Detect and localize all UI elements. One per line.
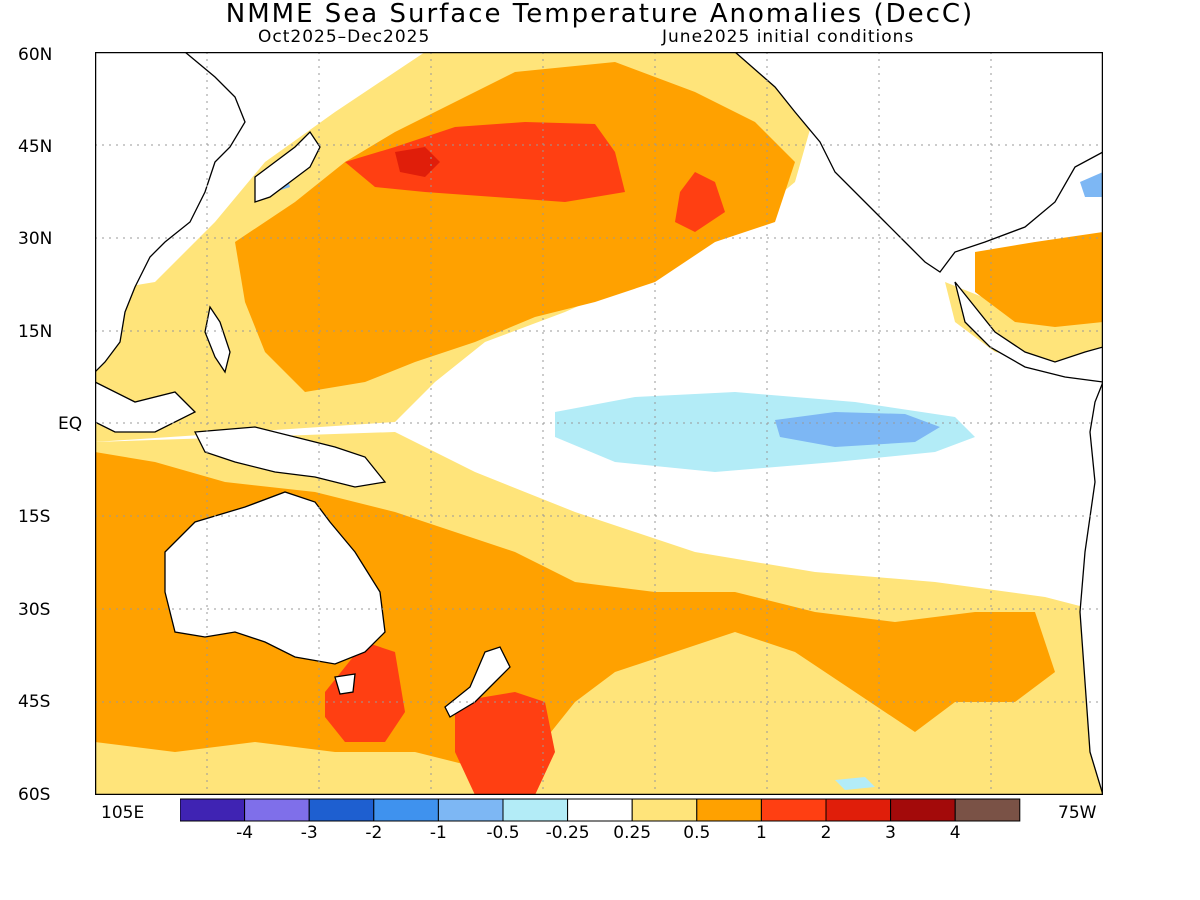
land-masses [95, 52, 1103, 795]
grid-lines [95, 52, 1103, 795]
legend-swatch [244, 798, 310, 822]
legend-label: -3 [300, 823, 318, 843]
legend-label: -1 [429, 823, 447, 843]
new-guinea [193, 426, 387, 488]
australia [164, 491, 386, 665]
legend-label: 1 [755, 823, 767, 843]
legend-label: 3 [885, 823, 897, 843]
legend-label: 4 [949, 823, 961, 843]
legend-swatch [502, 798, 569, 822]
legend-swatch [373, 798, 439, 822]
lat-label-60n: 60N [18, 45, 53, 65]
legend-swatch [696, 798, 762, 822]
map-frame [95, 52, 1103, 795]
legend-swatch [760, 798, 827, 822]
lat-label-15n: 15N [18, 322, 53, 342]
map-title: NMME Sea Surface Temperature Anomalies (… [225, 0, 975, 29]
legend-swatch [825, 798, 892, 822]
lat-label-45s: 45S [18, 692, 51, 712]
legend-label: 0.5 [683, 823, 711, 843]
philippines [204, 305, 231, 374]
cool-anomaly-regions [270, 170, 1103, 790]
legend-label: -0.5 [486, 823, 520, 843]
tasmania [334, 673, 356, 695]
asia-mainland [95, 52, 246, 373]
very-strong-warm-anomaly [395, 147, 440, 177]
legend-swatch [954, 798, 1021, 822]
legend-swatch [308, 798, 375, 822]
legend-label: -4 [236, 823, 254, 843]
lat-label-eq: EQ [58, 414, 83, 434]
lat-label-45n: 45N [18, 137, 53, 157]
lon-label-east: 75W [1058, 803, 1097, 823]
strong-warm-anomaly-regions [325, 122, 725, 795]
legend-label: 2 [820, 823, 832, 843]
legend-swatch [890, 798, 956, 822]
central-america [954, 281, 1103, 383]
lat-label-60s: 60S [18, 785, 51, 805]
north-america [734, 52, 1103, 273]
forecast-period: Oct2025–Dec2025 [258, 27, 431, 47]
lat-label-30s: 30S [18, 600, 51, 620]
legend-label: -2 [365, 823, 383, 843]
legend-swatch [567, 798, 633, 822]
initial-conditions: June2025 initial conditions [662, 27, 915, 47]
legend-swatch [437, 798, 504, 822]
color-legend [180, 798, 1021, 822]
south-america [1079, 381, 1103, 795]
legend-label: -0.25 [545, 823, 590, 843]
japan [254, 130, 321, 203]
legend-swatch [180, 798, 246, 822]
lon-label-west: 105E [101, 803, 145, 823]
legend-label: 0.25 [613, 823, 652, 843]
legend-swatch [631, 798, 698, 822]
lat-label-15s: 15S [18, 507, 51, 527]
sst-anomaly-map [95, 52, 1103, 795]
southeast-asia [95, 381, 197, 433]
lat-label-30n: 30N [18, 229, 53, 249]
